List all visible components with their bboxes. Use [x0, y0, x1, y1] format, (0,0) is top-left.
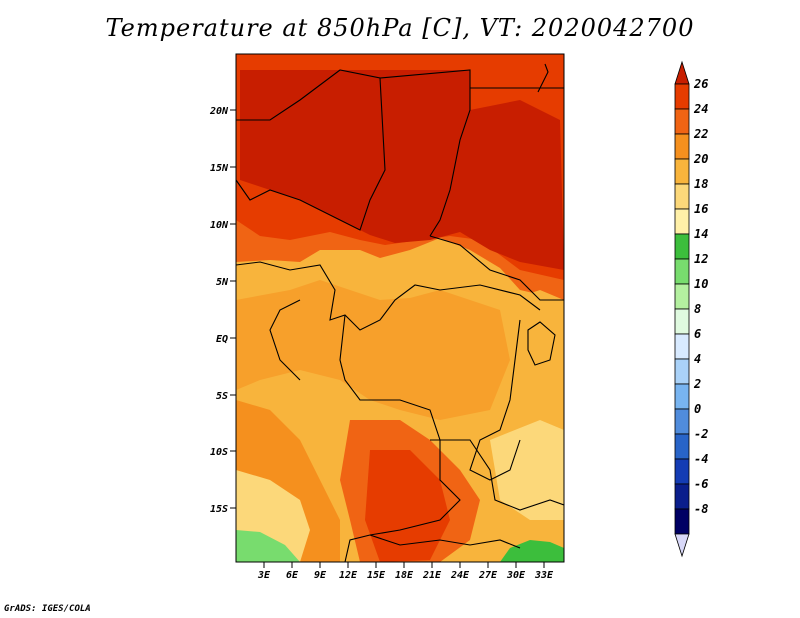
- lon-tick-27e: 27E: [478, 570, 498, 581]
- lon-tick-24e: 24E: [450, 570, 470, 581]
- lon-tick-33e: 33E: [534, 570, 554, 581]
- lon-tick-9e: 9E: [314, 570, 327, 581]
- colorbar-label: -4: [694, 452, 708, 466]
- colorbar-label: 22: [693, 127, 708, 141]
- colorbar-label: 26: [693, 77, 708, 91]
- lon-tick-30e: 30E: [506, 570, 526, 581]
- lon-tick-15e: 15E: [367, 570, 386, 581]
- colorbar-swatch: [674, 383, 690, 410]
- colorbar-label: 2: [693, 377, 701, 391]
- colorbar-swatch: [674, 258, 690, 285]
- lat-tick-10s: 10S: [210, 447, 228, 458]
- lat-tick-5s: 5S: [216, 391, 228, 402]
- temp-region-12-14-southeast: [500, 540, 564, 562]
- colorbar-swatch: [674, 83, 690, 110]
- colorbar-label: -8: [694, 502, 708, 516]
- colorbar-label: 16: [694, 202, 708, 216]
- temp-region-18-20-east: [510, 290, 564, 420]
- colorbar-label: 4: [694, 352, 701, 366]
- colorbar-swatch: [674, 508, 690, 535]
- lon-tick-6e: 6E: [286, 570, 299, 581]
- lat-tick-15s: 15S: [210, 504, 228, 515]
- footer-credit: GrADS: IGES/COLA: [4, 604, 91, 614]
- country-borders: [236, 63, 564, 562]
- colorbar-swatch: [674, 483, 690, 510]
- colorbar-swatch: [674, 183, 690, 210]
- colorbar-label: 10: [694, 277, 708, 291]
- colorbar-bottom-triangle: [674, 533, 690, 558]
- colorbar-label: 24: [693, 102, 708, 116]
- colorbar-label: -6: [694, 477, 708, 491]
- lat-tick-5n: 5N: [216, 277, 229, 288]
- colorbar-label: -2: [694, 427, 708, 441]
- lon-tick-3e: 3E: [257, 570, 271, 581]
- colorbar-swatch: [674, 308, 690, 335]
- colorbar-swatch: [674, 433, 690, 460]
- colorbar-label: 6: [694, 327, 701, 341]
- colorbar-swatch: [674, 233, 690, 260]
- map-frame: [235, 53, 565, 563]
- colorbar-label: 18: [694, 177, 708, 191]
- lat-tick-10n: 10N: [210, 220, 229, 231]
- colorbar-label: 8: [694, 302, 701, 316]
- temperature-field: [236, 54, 564, 562]
- colorbar-swatch: [674, 208, 690, 235]
- latitude-ticks: 20N 15N 10N 5N EQ 5S 10S 15S: [209, 106, 236, 515]
- lat-tick-15n: 15N: [210, 163, 229, 174]
- colorbar-swatch: [674, 108, 690, 135]
- colorbar-swatch: [674, 358, 690, 385]
- colorbar-label: 20: [693, 152, 708, 166]
- colorbar-top-triangle: [674, 60, 690, 85]
- lon-tick-18e: 18E: [395, 570, 414, 581]
- lon-tick-12e: 12E: [339, 570, 358, 581]
- chart-title: Temperature at 850hPa [C], VT: 202004270…: [105, 14, 695, 42]
- longitude-ticks: 3E 6E 9E 12E 15E 18E 21E 24E 27E 30E 33E: [257, 562, 554, 581]
- colorbar-swatch: [674, 408, 690, 435]
- colorbar-swatch: [674, 333, 690, 360]
- temp-region-20-22-central: [236, 280, 510, 420]
- colorbar-label: 14: [694, 227, 708, 241]
- temp-region-26-plus: [240, 70, 564, 270]
- colorbar-swatch: [674, 133, 690, 160]
- lat-tick-eq: EQ: [216, 334, 228, 345]
- colorbar-swatch: [674, 283, 690, 310]
- temp-region-24-26-south: [365, 450, 450, 562]
- lat-tick-20n: 20N: [209, 106, 229, 117]
- lon-tick-21e: 21E: [422, 570, 442, 581]
- colorbar-swatch: [674, 458, 690, 485]
- temp-region-10-12-southwest: [236, 530, 300, 562]
- colorbar-swatch: [674, 158, 690, 185]
- temp-region-16-18-southeast: [490, 420, 564, 520]
- colorbar-label: 0: [694, 402, 701, 416]
- colorbar-label: 12: [694, 252, 708, 266]
